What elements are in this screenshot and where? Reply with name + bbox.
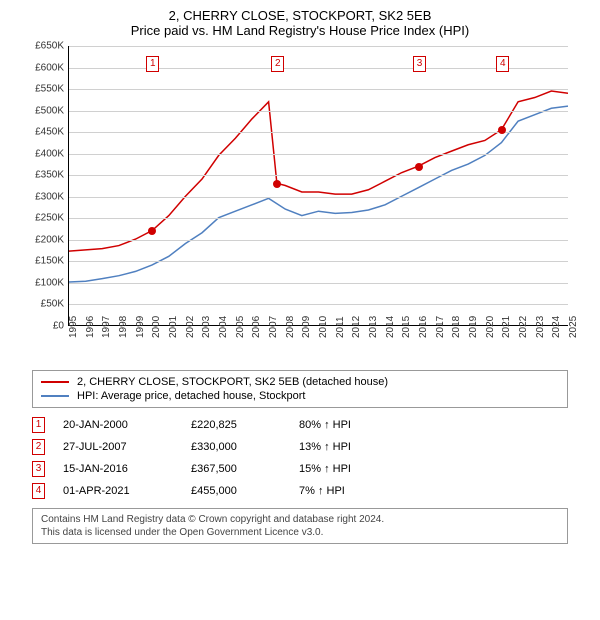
y-tick-label: £150K <box>20 256 64 267</box>
sale-date: 27-JUL-2007 <box>63 441 173 453</box>
data-point-1 <box>148 227 156 235</box>
table-row: 1 20-JAN-2000 £220,825 80% ↑ HPI <box>32 414 568 436</box>
y-tick-label: £50K <box>20 299 64 310</box>
gridline <box>69 154 568 155</box>
y-tick-label: £600K <box>20 62 64 73</box>
sales-table: 1 20-JAN-2000 £220,825 80% ↑ HPI 2 27-JUL-200… <box>32 414 568 502</box>
legend-item: 2, CHERRY CLOSE, STOCKPORT, SK2 5EB (det… <box>41 375 559 389</box>
table-row: 3 15-JAN-2016 £367,500 15% ↑ HPI <box>32 458 568 480</box>
data-point-2 <box>273 180 281 188</box>
footer-line1: Contains HM Land Registry data © Crown c… <box>41 513 559 526</box>
legend-item: HPI: Average price, detached house, Stoc… <box>41 389 559 403</box>
chart: £0 £50K £100K £150K £200K £250K £300K £350K £400… <box>20 46 580 366</box>
data-point-3 <box>415 163 423 171</box>
sale-date: 01-APR-2021 <box>63 485 173 497</box>
gridline <box>69 197 568 198</box>
x-tick-label: 2025 <box>568 316 600 338</box>
y-tick-label: £200K <box>20 234 64 245</box>
gridline <box>69 240 568 241</box>
y-tick-label: £450K <box>20 127 64 138</box>
y-tick-label: £100K <box>20 277 64 288</box>
legend-swatch <box>41 395 69 397</box>
gridline <box>69 68 568 69</box>
series-price_paid <box>69 91 568 251</box>
sale-pct: 80% ↑ HPI <box>299 419 409 431</box>
y-tick-label: £400K <box>20 148 64 159</box>
legend-swatch <box>41 381 69 383</box>
y-tick-label: £250K <box>20 213 64 224</box>
footer: Contains HM Land Registry data © Crown c… <box>32 508 568 544</box>
legend-label: HPI: Average price, detached house, Stoc… <box>77 390 306 402</box>
marker-1: 1 <box>146 56 159 72</box>
gridline <box>69 132 568 133</box>
marker-4: 4 <box>496 56 509 72</box>
sale-price: £220,825 <box>191 419 281 431</box>
sale-price: £367,500 <box>191 463 281 475</box>
gridline <box>69 175 568 176</box>
gridline <box>69 261 568 262</box>
y-tick-label: £0 <box>20 321 64 332</box>
footer-line2: This data is licensed under the Open Gov… <box>41 526 559 539</box>
sale-marker: 1 <box>32 417 45 433</box>
y-tick-label: £650K <box>20 41 64 52</box>
sale-price: £455,000 <box>191 485 281 497</box>
legend-label: 2, CHERRY CLOSE, STOCKPORT, SK2 5EB (det… <box>77 376 388 388</box>
data-point-4 <box>498 126 506 134</box>
gridline <box>69 218 568 219</box>
y-tick-label: £350K <box>20 170 64 181</box>
sale-date: 20-JAN-2000 <box>63 419 173 431</box>
sale-price: £330,000 <box>191 441 281 453</box>
table-row: 2 27-JUL-2007 £330,000 13% ↑ HPI <box>32 436 568 458</box>
sale-marker: 2 <box>32 439 45 455</box>
y-tick-label: £300K <box>20 191 64 202</box>
gridline <box>69 46 568 47</box>
y-tick-label: £550K <box>20 84 64 95</box>
chart-title-line1: 2, CHERRY CLOSE, STOCKPORT, SK2 5EB <box>8 8 592 23</box>
sale-pct: 13% ↑ HPI <box>299 441 409 453</box>
y-tick-label: £500K <box>20 105 64 116</box>
marker-3: 3 <box>413 56 426 72</box>
gridline <box>69 283 568 284</box>
gridline <box>69 111 568 112</box>
gridline <box>69 89 568 90</box>
sale-pct: 15% ↑ HPI <box>299 463 409 475</box>
legend: 2, CHERRY CLOSE, STOCKPORT, SK2 5EB (det… <box>32 370 568 408</box>
plot-area: 1 2 3 4 <box>68 46 568 326</box>
gridline <box>69 304 568 305</box>
sale-pct: 7% ↑ HPI <box>299 485 409 497</box>
marker-2: 2 <box>271 56 284 72</box>
table-row: 4 01-APR-2021 £455,000 7% ↑ HPI <box>32 480 568 502</box>
chart-title-line2: Price paid vs. HM Land Registry's House … <box>8 23 592 38</box>
sale-date: 15-JAN-2016 <box>63 463 173 475</box>
sale-marker: 3 <box>32 461 45 477</box>
sale-marker: 4 <box>32 483 45 499</box>
